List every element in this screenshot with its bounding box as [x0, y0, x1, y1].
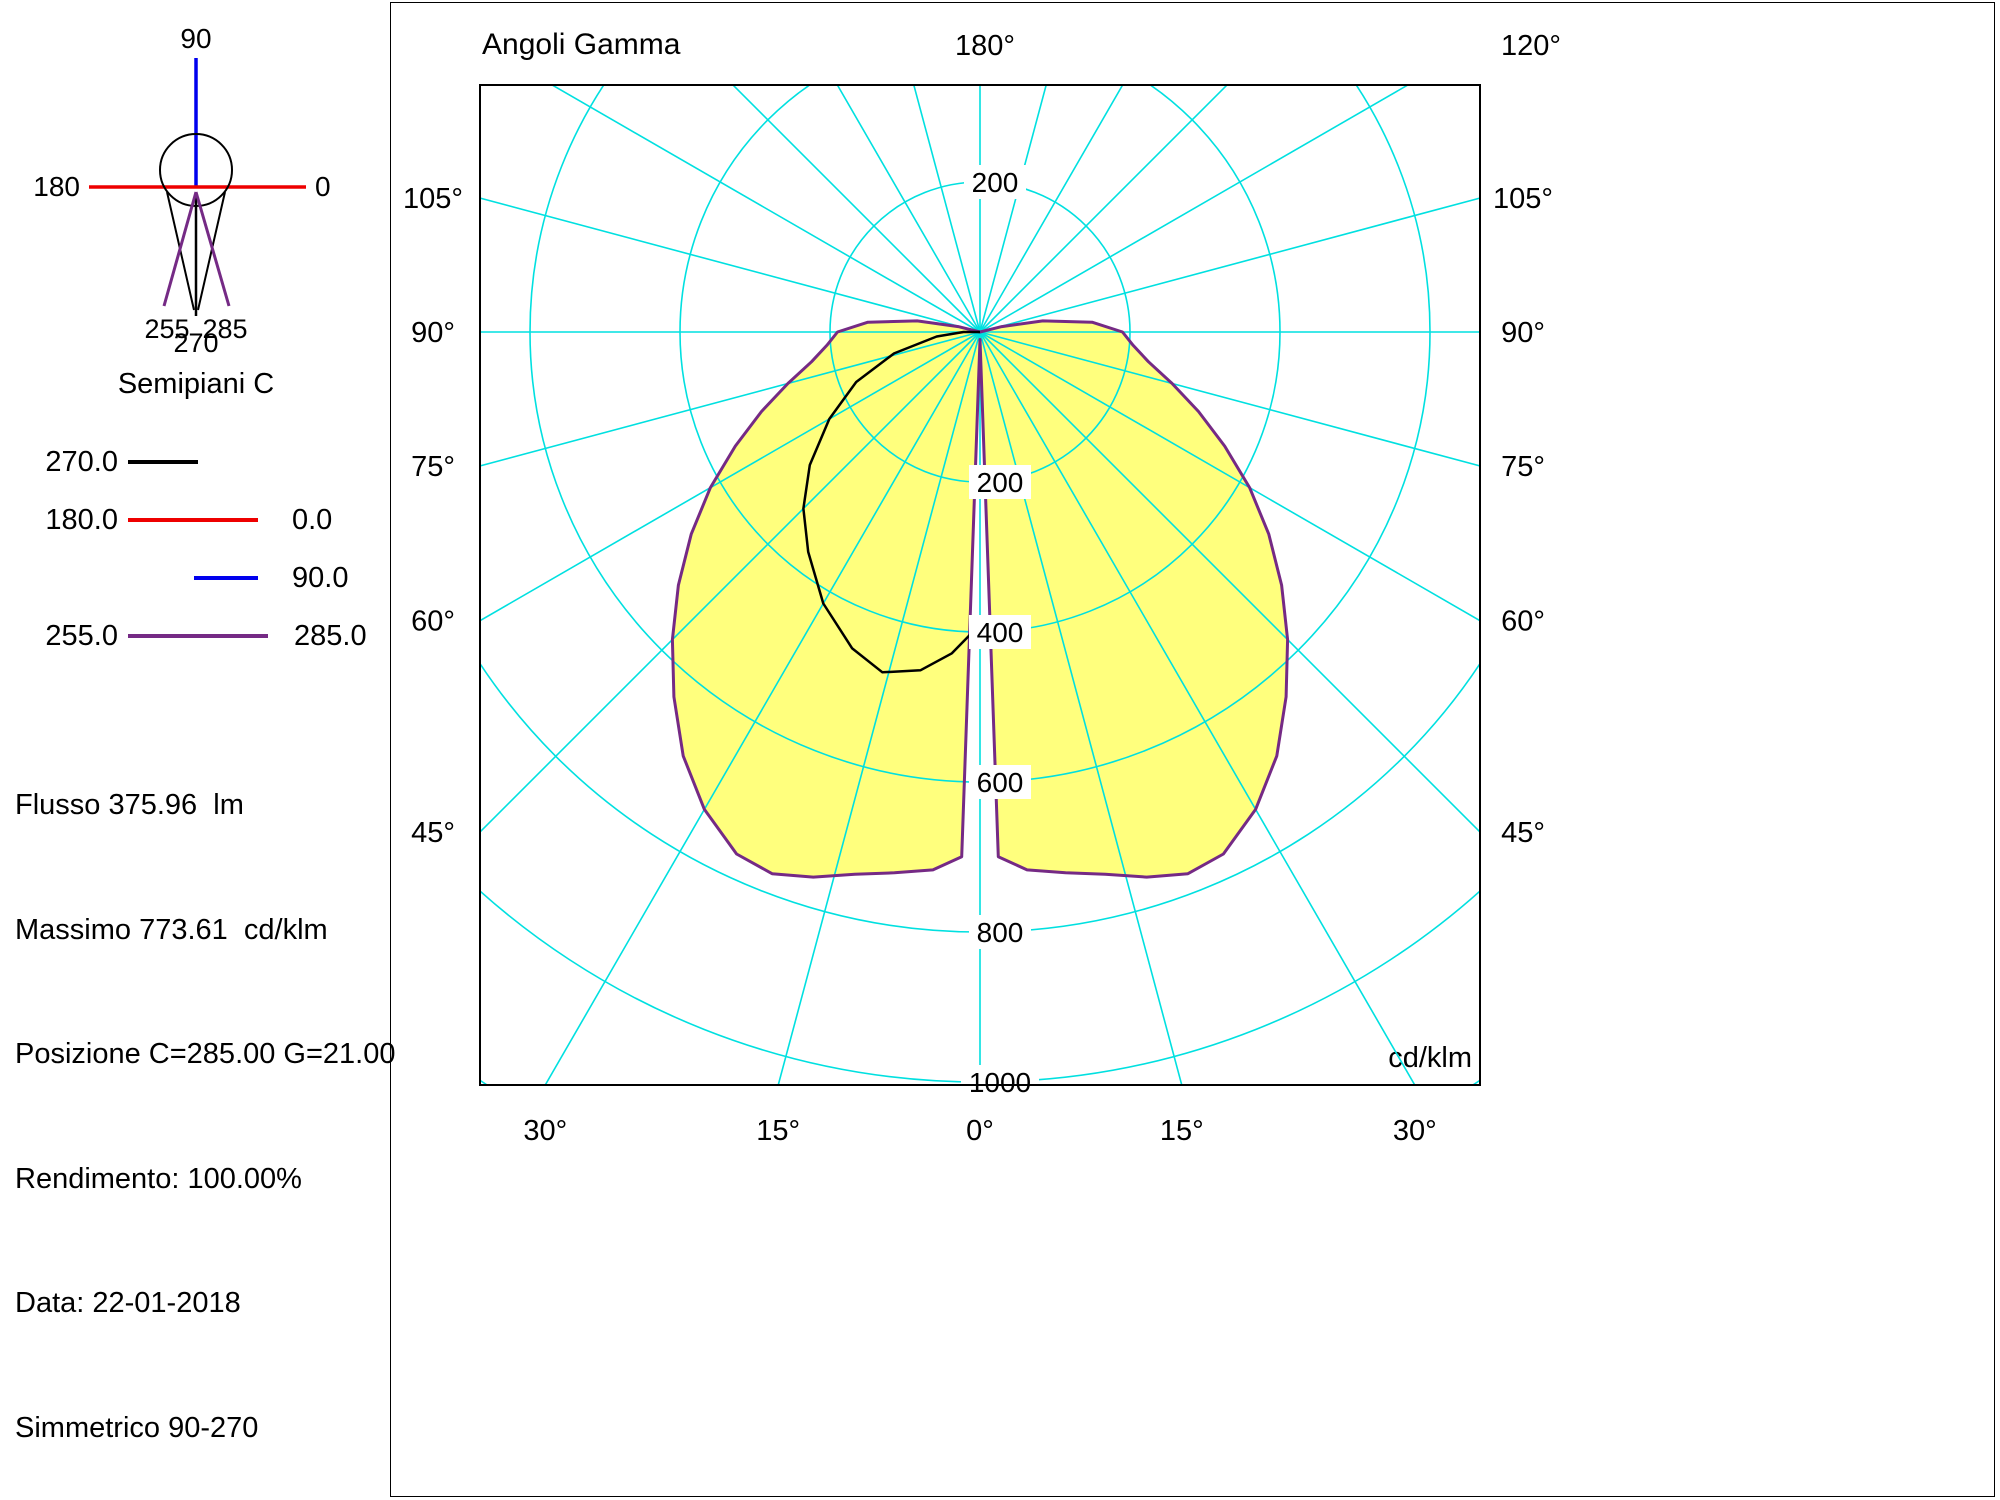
grid-radial-line: [979, 331, 1416, 1085]
legend-row-90: 90.0: [0, 562, 390, 596]
grid-radial-line: [979, 85, 1048, 333]
chart-unit-label: cd/klm: [1388, 1042, 1472, 1074]
legend-row-270: 270.0: [0, 446, 390, 480]
radius-label-chip: [969, 765, 1031, 799]
gamma-label-left: 75°: [411, 451, 455, 483]
gamma-label-bottom: 30°: [1393, 1115, 1437, 1147]
gamma-label-left: 105°: [403, 183, 463, 215]
grid-radial-line: [979, 85, 1410, 333]
grid-radial-line: [544, 331, 981, 1085]
legend-row-255-285: 255.0 285.0: [0, 620, 390, 654]
gamma-label-top: 180°: [955, 30, 1015, 62]
info-rendimento: Rendimento: 100.00%: [15, 1162, 302, 1195]
gamma-label-bottom: 15°: [756, 1115, 800, 1147]
grid-radial-line: [979, 331, 1183, 1085]
gamma-label-bottom: 0°: [966, 1115, 994, 1147]
photometric-info-block: Flusso 375.96 lm Massimo 773.61 cd/klm P…: [15, 702, 396, 1500]
grid-radial-line: [480, 197, 981, 333]
info-simmetrico: Simmetrico 90-270: [15, 1411, 259, 1444]
gamma-label-left: 60°: [411, 606, 455, 638]
grid-radial-line: [979, 331, 1480, 467]
grid-radial-line: [480, 331, 981, 834]
gamma-label-left: 90°: [411, 317, 455, 349]
legend-line-90: [194, 576, 258, 580]
legend-row-180-0: 180.0 0.0: [0, 504, 390, 538]
radius-label-chip: [961, 1065, 1039, 1099]
gamma-label-corner: 120°: [1501, 30, 1561, 62]
lamp-label-285: 285: [202, 314, 247, 344]
legend-line-255-285: [128, 634, 268, 638]
gamma-label-right: 45°: [1501, 817, 1545, 849]
lamp-label-180: 180: [33, 171, 80, 202]
radius-label: 200: [977, 467, 1024, 498]
intensity-distribution-fill: [672, 320, 1288, 878]
gamma-label-right: 90°: [1501, 317, 1545, 349]
lamp-label-255: 255: [144, 314, 189, 344]
grid-radial-line: [979, 85, 1124, 333]
gamma-label-left: 45°: [411, 817, 455, 849]
lamp-orientation-diagram: 90 180 0 255 285 270: [33, 23, 331, 358]
chart-title: Angoli Gamma: [482, 28, 681, 61]
axis-285-line: [194, 191, 231, 307]
semipiani-c-title: Semipiani C: [117, 368, 275, 400]
gamma-label-bottom: 30°: [523, 1115, 567, 1147]
grid-radial-line: [979, 197, 1480, 333]
lamp-label-0: 0: [315, 171, 331, 202]
radius-label-chip: [964, 165, 1026, 199]
legend-line-180-0: [128, 518, 258, 522]
radius-label: 800: [977, 917, 1024, 948]
lamp-cone-right: [197, 191, 226, 311]
info-massimo: Massimo 773.61 cd/klm: [15, 913, 328, 946]
legend-label-180: 180.0: [45, 504, 118, 536]
radius-label: 1000: [969, 1067, 1031, 1098]
grid-radial-line: [731, 85, 981, 333]
grid-radial-line: [480, 331, 981, 467]
info-data: Data: 22-01-2018: [15, 1287, 241, 1319]
axis-255-line: [162, 191, 198, 307]
info-posizione: Posizione C=285.00 G=21.00: [15, 1038, 396, 1070]
chart-panel-border: [390, 2, 1995, 1497]
legend-label-270: 270.0: [45, 446, 118, 478]
grid-radial-line: [979, 85, 1229, 333]
gamma-label-bottom: 15°: [1160, 1115, 1204, 1147]
legend-label-255: 255.0: [45, 620, 118, 652]
legend-label-285: 285.0: [294, 620, 367, 652]
gamma-label-right: 60°: [1501, 606, 1545, 638]
radius-label-chip: [969, 465, 1031, 499]
c270-curve: [802, 330, 981, 674]
grid-radial-line: [777, 331, 981, 1085]
radius-label: 600: [977, 767, 1024, 798]
curve-fill-layer: [672, 320, 1288, 878]
radius-label-chip: [969, 915, 1031, 949]
plot-frame: [479, 84, 1481, 1086]
chart-labels: 200 200 400 600 800 1000 105° 105° 90° 90° 75° 75° 6…: [403, 30, 1561, 1147]
grid-radial-line: [480, 331, 981, 622]
info-flusso: Flusso 375.96 lm: [15, 789, 244, 821]
intensity-distribution-outline: [670, 319, 1290, 879]
gamma-label-right: 75°: [1501, 451, 1545, 483]
grid-radial-line: [550, 85, 981, 333]
radius-label-chip: [969, 615, 1031, 649]
radius-label: 400: [977, 617, 1024, 648]
grid-radial-line: [979, 331, 1480, 622]
legend-line-270: [128, 460, 198, 464]
legend-label-0: 0.0: [292, 504, 333, 536]
radius-label: 200: [972, 167, 1019, 198]
legend-label-90: 90.0: [292, 562, 349, 594]
grid-radial-line: [836, 85, 981, 333]
lamp-label-270: 270: [173, 328, 218, 358]
lamp-label-90: 90: [180, 23, 211, 54]
gamma-label-right: 105°: [1493, 183, 1553, 215]
curve-stroke-layer: [670, 319, 1290, 879]
grid-radial-line: [912, 85, 981, 333]
grid-radial-line: [979, 331, 1480, 834]
